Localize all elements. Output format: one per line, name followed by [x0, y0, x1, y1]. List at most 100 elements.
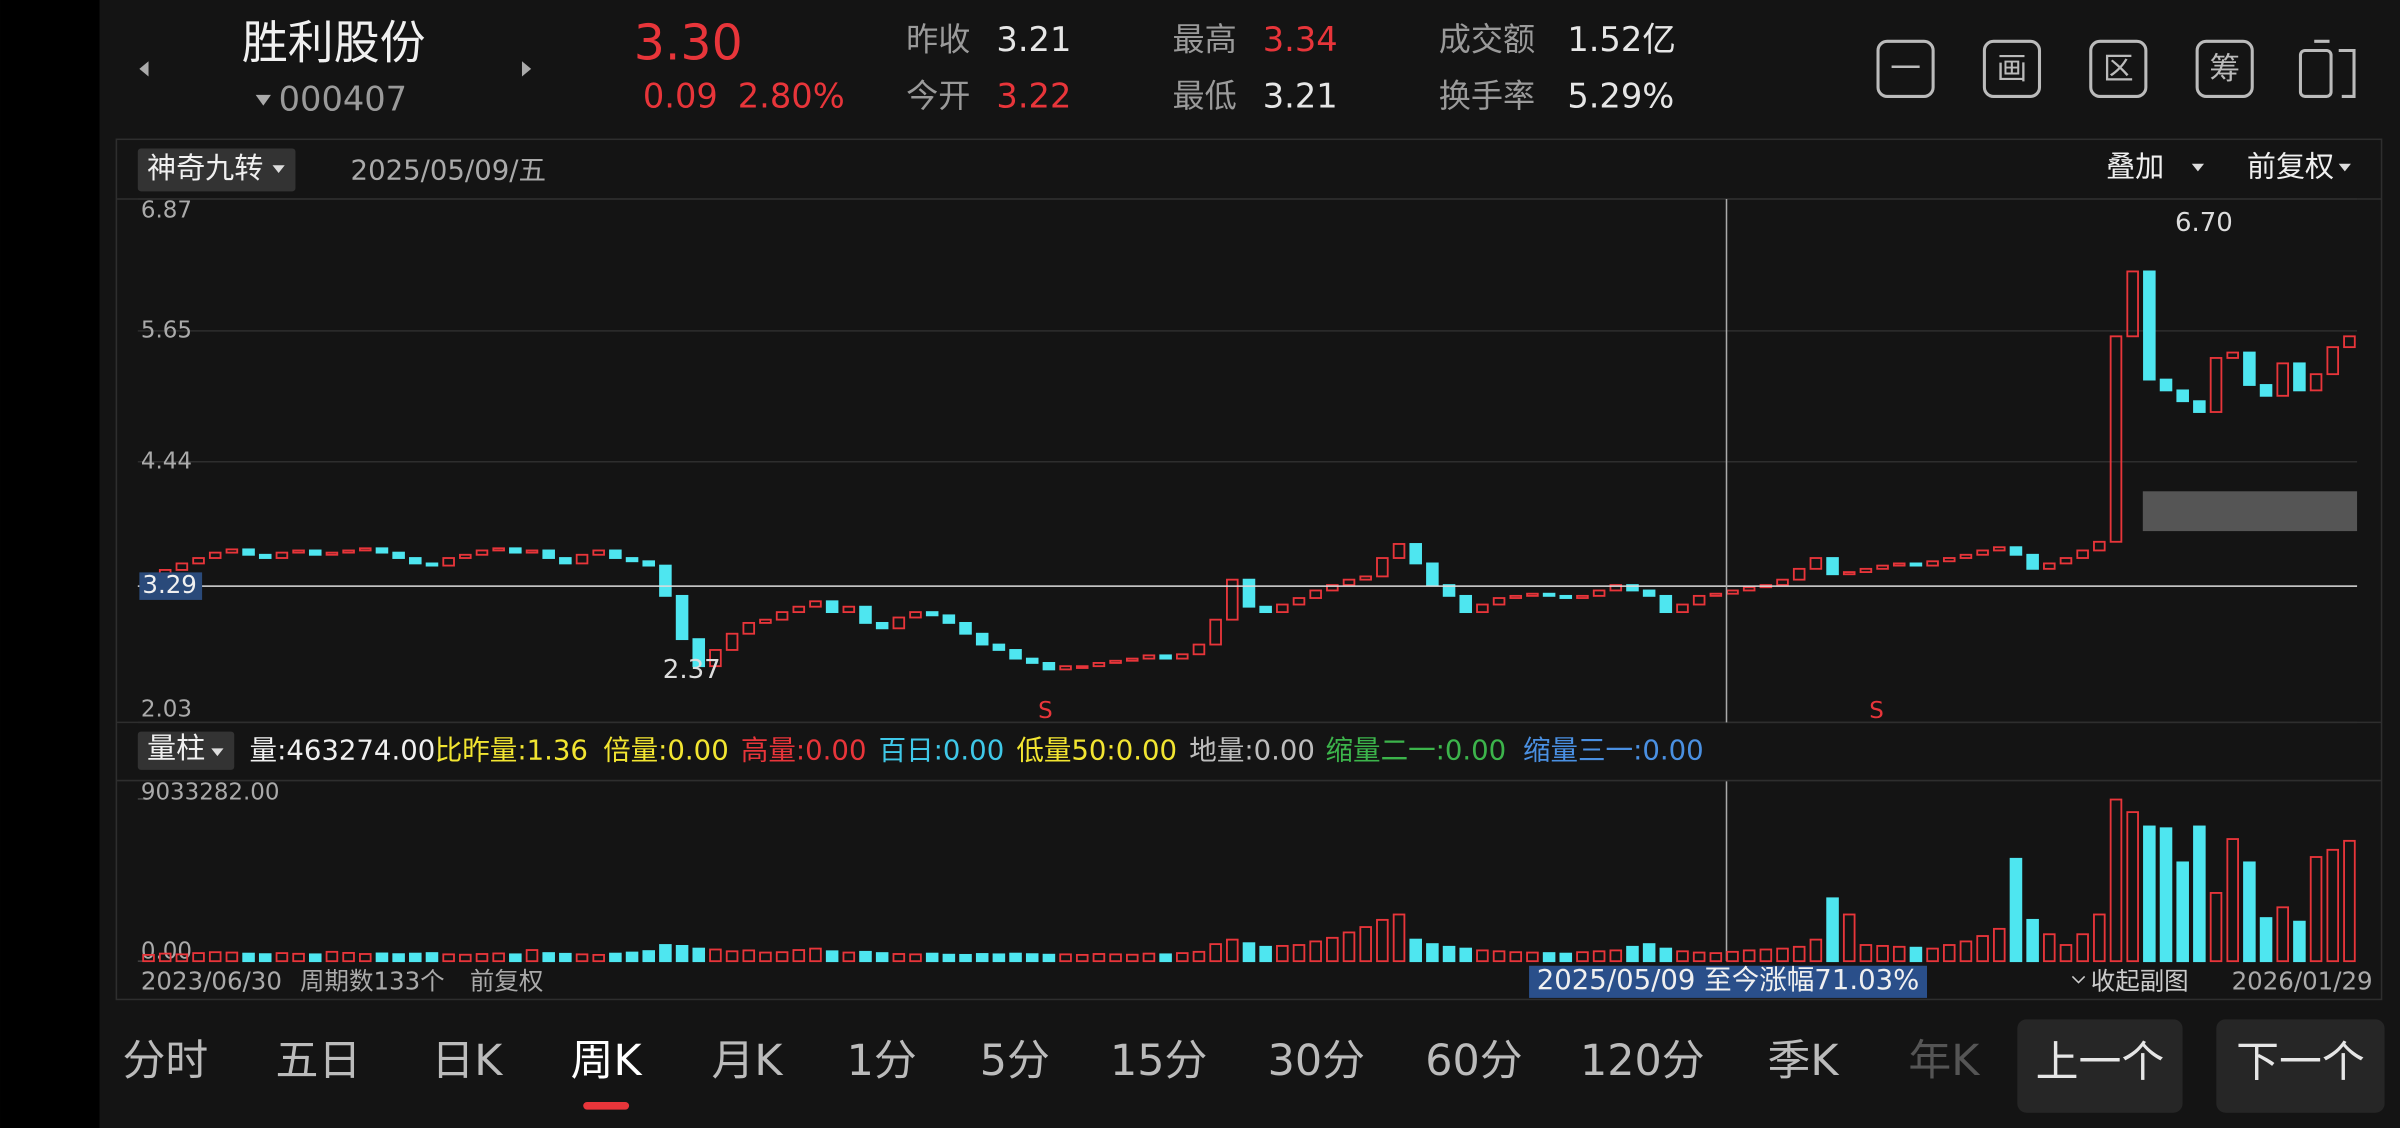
- candle: [325, 551, 339, 556]
- vol-legend: 倍量:0.00: [603, 734, 729, 766]
- volume-bar: [1309, 940, 1322, 963]
- volume-bar: [942, 953, 956, 963]
- tab[interactable]: 五日: [276, 1036, 362, 1086]
- next-stock-arrow[interactable]: [521, 61, 532, 77]
- tool-label[interactable]: 一: [1890, 52, 1921, 87]
- prev-stock-arrow[interactable]: [139, 61, 149, 77]
- volume-bar: [409, 952, 422, 963]
- crosshair-label-bg: [139, 572, 203, 600]
- volume-bar: [1709, 952, 1723, 963]
- collapse[interactable]: 收起副图: [2091, 967, 2189, 996]
- tab[interactable]: 年K: [1908, 1036, 1980, 1086]
- candle: [1709, 592, 1723, 597]
- candle: [625, 557, 639, 563]
- volume-bar: [1626, 945, 1639, 963]
- candle: [2093, 540, 2106, 552]
- volume-bar: [2143, 825, 2156, 963]
- tool-button[interactable]: [1982, 39, 2042, 98]
- vol-indicator[interactable]: 量柱: [147, 731, 205, 765]
- indicator-box[interactable]: [137, 148, 296, 192]
- candle: [1359, 575, 1372, 581]
- overlay[interactable]: 叠加: [2106, 149, 2164, 183]
- volume-bar: [1659, 947, 1673, 963]
- signal: S: [1038, 698, 1053, 724]
- volume-bar: [308, 953, 322, 963]
- candle: [559, 557, 572, 565]
- candle: [1526, 592, 1539, 597]
- volume-bar: [225, 951, 239, 963]
- volume-bar: [1209, 943, 1222, 963]
- candle: [409, 557, 422, 565]
- candle: [1459, 594, 1473, 614]
- candle: [692, 638, 706, 668]
- stat-value: 5.29%: [1567, 76, 1674, 115]
- candle: [1576, 594, 1589, 599]
- tab[interactable]: 月K: [711, 1036, 783, 1086]
- tab[interactable]: 季K: [1768, 1036, 1840, 1086]
- tab[interactable]: 分时: [123, 1036, 209, 1086]
- nav-button[interactable]: 下一个: [2236, 1038, 2365, 1088]
- candle: [375, 547, 389, 554]
- volume-bar: [1492, 950, 1506, 963]
- phone-icon[interactable]: [2298, 39, 2356, 98]
- adjust[interactable]: 前复权: [2247, 149, 2334, 183]
- candle: [1626, 584, 1639, 592]
- candle: [2109, 335, 2123, 543]
- candle: [1742, 586, 1756, 592]
- candle: [2259, 384, 2273, 397]
- vol-indicator-box[interactable]: [137, 731, 235, 770]
- prev-button-bg[interactable]: [2017, 1019, 2183, 1113]
- code-dropdown[interactable]: [255, 94, 271, 106]
- candle: [1392, 543, 1406, 559]
- tab[interactable]: 周K: [571, 1036, 643, 1086]
- volume-bar: [1176, 952, 1189, 963]
- tool-label[interactable]: 筹: [2209, 52, 2240, 87]
- volume-bar: [1075, 953, 1089, 963]
- nav-button[interactable]: 上一个: [2036, 1038, 2165, 1088]
- tab[interactable]: 日K: [431, 1036, 503, 1086]
- volume-bar: [1025, 953, 1039, 963]
- collapse-arrow[interactable]: [2071, 975, 2086, 984]
- volume-bar: [1692, 951, 1706, 963]
- vol-legend: 高量:0.00: [741, 734, 867, 766]
- candle: [1259, 605, 1272, 614]
- stat-label: 今开: [906, 77, 970, 115]
- tool-label[interactable]: 画: [1997, 52, 2028, 87]
- stat-value: 3.34: [1263, 20, 1338, 59]
- footer-adjust: 前复权: [470, 967, 543, 996]
- tab[interactable]: 60分: [1425, 1036, 1522, 1086]
- tool-label[interactable]: 区: [2103, 52, 2134, 87]
- candle: [175, 562, 189, 571]
- volume-bar: [592, 953, 605, 963]
- indicator[interactable]: 神奇九转: [147, 151, 263, 185]
- candle: [2243, 351, 2256, 386]
- tab[interactable]: 5分: [980, 1036, 1050, 1086]
- candle: [459, 553, 472, 559]
- start-date: 2023/06/30: [141, 967, 282, 996]
- candle: [359, 547, 372, 552]
- candle: [659, 564, 672, 597]
- volume-bar: [1142, 952, 1156, 963]
- volume-bar: [1359, 926, 1372, 963]
- tool-button[interactable]: [2195, 39, 2254, 98]
- candle: [1926, 560, 1939, 567]
- candle: [242, 548, 255, 556]
- y-tick-label: 5.65: [141, 317, 192, 343]
- candle: [1326, 584, 1339, 592]
- volume-bar: [1109, 953, 1122, 963]
- candle: [1659, 594, 1673, 614]
- volume-bar: [725, 950, 739, 963]
- tab[interactable]: 120分: [1580, 1036, 1705, 1086]
- volume-bar: [292, 952, 305, 963]
- vol-legend: 百日:0.00: [879, 734, 1005, 766]
- stat-label: 最高: [1172, 20, 1236, 58]
- price: 3.30: [634, 14, 743, 71]
- tab[interactable]: 30分: [1268, 1036, 1365, 1086]
- tab[interactable]: 15分: [1110, 1036, 1207, 1086]
- next-button-bg[interactable]: [2216, 1019, 2385, 1113]
- tab[interactable]: 1分: [847, 1036, 917, 1086]
- volume-bar: [1009, 952, 1022, 963]
- tool-button[interactable]: [1876, 39, 1935, 98]
- tool-button[interactable]: [2089, 39, 2148, 98]
